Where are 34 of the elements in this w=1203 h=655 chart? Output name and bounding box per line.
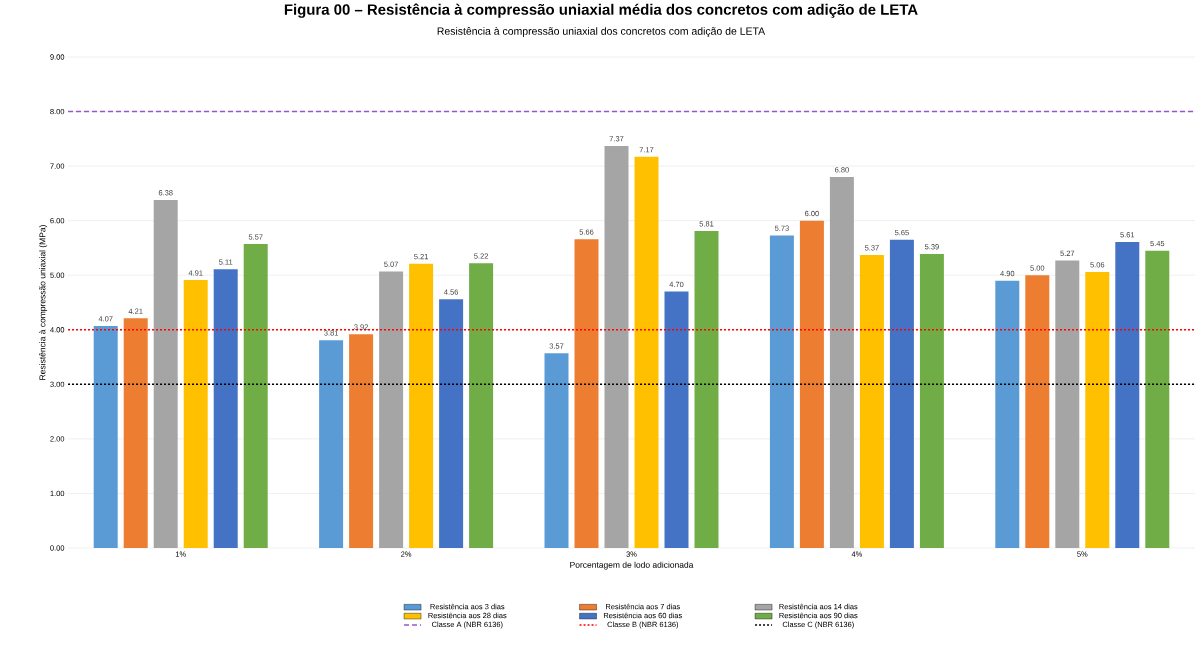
text: Figura 00 – Resistência à compressão uniaxial média dos concretos com adição de LETA xyxy=(284,3,918,18)
bar xyxy=(153,199,178,548)
bar xyxy=(769,235,794,548)
bar xyxy=(409,263,434,548)
bar xyxy=(469,263,494,548)
bar xyxy=(859,255,884,548)
y-axis-title: Resistência à compressão uniaxial (MPa) xyxy=(39,225,48,380)
bar xyxy=(93,325,118,548)
bar xyxy=(243,244,268,548)
bar xyxy=(1145,250,1170,548)
bar xyxy=(889,239,914,548)
bar xyxy=(1115,241,1140,548)
chart-title: Resistência à compressão uniaxial dos concretos com adição de LETA xyxy=(437,27,766,37)
bar xyxy=(574,239,599,548)
bar xyxy=(919,253,944,548)
x-axis-title: Porcentagem de lodo adicionada xyxy=(570,561,694,570)
bar xyxy=(379,271,404,548)
bar xyxy=(664,291,689,548)
bar xyxy=(349,334,374,548)
bar xyxy=(123,318,148,548)
bar xyxy=(604,145,629,548)
bar xyxy=(799,220,824,548)
bar xyxy=(439,299,464,548)
bar xyxy=(1025,275,1050,548)
bar xyxy=(694,231,719,548)
bar xyxy=(544,353,569,548)
bar xyxy=(1055,260,1080,548)
bar xyxy=(1085,271,1110,548)
bar xyxy=(634,156,659,548)
bar xyxy=(213,269,238,548)
bar xyxy=(995,280,1020,548)
bar xyxy=(829,177,854,548)
bar xyxy=(319,340,344,548)
bar xyxy=(183,280,208,548)
